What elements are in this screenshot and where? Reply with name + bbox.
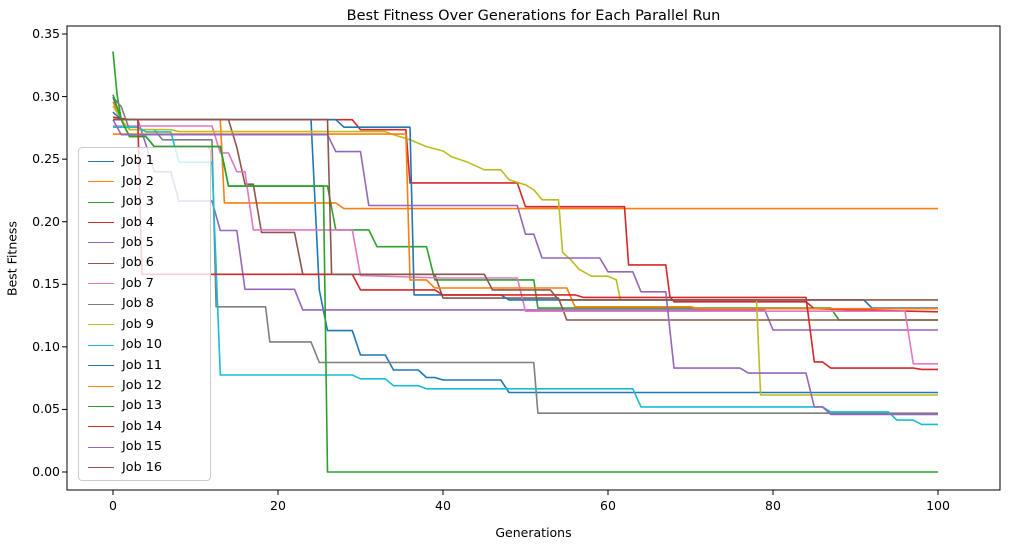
legend-item-job-11: Job 11 bbox=[79, 356, 210, 376]
legend-label: Job 2 bbox=[122, 173, 154, 189]
y-axis-label: Best Fitness bbox=[4, 221, 20, 296]
x-tick-label: 40 bbox=[435, 498, 451, 513]
legend-label: Job 5 bbox=[122, 234, 154, 250]
legend-line-swatch bbox=[88, 467, 114, 469]
legend-item-job-10: Job 10 bbox=[79, 335, 210, 355]
legend-item-job-4: Job 4 bbox=[79, 213, 210, 233]
legend-line-swatch bbox=[88, 365, 114, 367]
legend-item-job-8: Job 8 bbox=[79, 294, 210, 314]
legend-line-swatch bbox=[88, 262, 114, 264]
y-tick-label: 0.15 bbox=[32, 276, 60, 292]
legend-label: Job 8 bbox=[122, 296, 154, 312]
y-tick-label: 0.30 bbox=[32, 88, 60, 104]
legend-label: Job 11 bbox=[122, 357, 163, 373]
legend-line-swatch bbox=[88, 385, 114, 387]
series-line-job-1 bbox=[112, 96, 938, 394]
y-tick-label: 0.20 bbox=[32, 213, 60, 229]
x-tick-label: 0 bbox=[109, 498, 117, 513]
series-line-job-7 bbox=[113, 125, 938, 365]
legend-item-job-3: Job 3 bbox=[79, 192, 210, 212]
legend-line-swatch bbox=[88, 303, 114, 305]
legend-label: Job 14 bbox=[122, 418, 163, 434]
legend-line-swatch bbox=[88, 160, 114, 162]
series-line-job-4 bbox=[112, 116, 939, 313]
y-tick-label: 0.05 bbox=[32, 401, 60, 417]
series-line-job-11 bbox=[112, 111, 938, 309]
legend-label: Job 1 bbox=[122, 153, 154, 169]
legend-label: Job 15 bbox=[122, 439, 163, 455]
legend-label: Job 3 bbox=[122, 194, 154, 210]
x-tick-label: 60 bbox=[600, 498, 616, 513]
legend: Job 1 Job 2 Job 3 Job 4 Job 5 Job 6 Job 7 Job 8… bbox=[78, 147, 211, 481]
chart-title: Best Fitness Over Generations for Each P… bbox=[346, 8, 721, 24]
series-line-job-6 bbox=[113, 118, 938, 321]
legend-label: Job 9 bbox=[122, 316, 154, 332]
y-tick-label: 0.25 bbox=[32, 151, 60, 167]
legend-item-job-16: Job 16 bbox=[79, 458, 210, 478]
legend-line-swatch bbox=[88, 242, 114, 244]
legend-label: Job 6 bbox=[122, 255, 154, 271]
legend-label: Job 12 bbox=[122, 378, 163, 394]
legend-item-job-15: Job 15 bbox=[79, 437, 210, 457]
legend-line-swatch bbox=[88, 324, 114, 326]
legend-item-job-12: Job 12 bbox=[79, 376, 210, 396]
legend-line-swatch bbox=[88, 405, 114, 407]
series-line-job-2 bbox=[112, 101, 938, 210]
x-tick-label: 100 bbox=[926, 498, 950, 513]
legend-line-swatch bbox=[88, 446, 114, 448]
legend-label: Job 7 bbox=[122, 275, 154, 291]
y-tick-label: 0.10 bbox=[32, 338, 60, 354]
legend-line-swatch bbox=[88, 426, 114, 428]
x-tick-label: 80 bbox=[765, 498, 781, 513]
x-axis-label: Generations bbox=[495, 525, 572, 540]
legend-item-job-2: Job 2 bbox=[79, 172, 210, 192]
legend-label: Job 16 bbox=[122, 459, 163, 475]
legend-label: Job 13 bbox=[122, 398, 163, 414]
y-tick-label: 0.35 bbox=[32, 26, 60, 41]
legend-item-job-9: Job 9 bbox=[79, 315, 210, 335]
legend-item-job-7: Job 7 bbox=[79, 274, 210, 294]
legend-line-swatch bbox=[88, 283, 114, 285]
series-line-job-16 bbox=[113, 118, 938, 301]
series-line-job-13 bbox=[112, 94, 938, 473]
series-line-job-12 bbox=[113, 133, 938, 310]
x-tick-label: 20 bbox=[270, 498, 286, 513]
legend-line-swatch bbox=[88, 201, 114, 203]
legend-item-job-1: Job 1 bbox=[79, 151, 210, 171]
axes-frame bbox=[66, 25, 1001, 491]
legend-item-job-14: Job 14 bbox=[79, 417, 210, 437]
legend-line-swatch bbox=[88, 222, 114, 224]
series-line-job-9 bbox=[112, 105, 938, 396]
series-line-job-15 bbox=[112, 119, 938, 416]
legend-line-swatch bbox=[88, 181, 114, 183]
y-tick-label: 0.00 bbox=[32, 464, 60, 479]
series-line-job-14 bbox=[113, 118, 938, 371]
legend-line-swatch bbox=[88, 344, 114, 346]
legend-label: Job 10 bbox=[122, 337, 163, 353]
legend-item-job-5: Job 5 bbox=[79, 233, 210, 253]
legend-item-job-13: Job 13 bbox=[79, 396, 210, 416]
legend-label: Job 4 bbox=[122, 214, 154, 230]
legend-item-job-6: Job 6 bbox=[79, 253, 210, 273]
